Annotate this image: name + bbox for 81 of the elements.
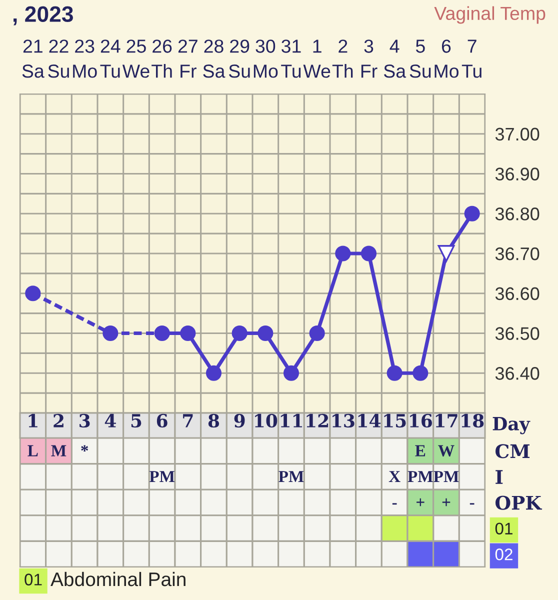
y-tick-label: 36.80 — [495, 208, 540, 220]
x-tick-label: 26 Th — [152, 40, 172, 78]
x-tick-label: 5 Su — [410, 40, 431, 78]
text: * — [81, 445, 88, 452]
text: - — [392, 503, 397, 505]
x-tick-label: 7 — [183, 414, 193, 428]
y-tick-label: 36.40 — [495, 367, 540, 380]
x-tick-label: 14 — [358, 414, 381, 428]
x-tick-label: 29 Su — [228, 40, 250, 78]
x-tick-label: 13 — [332, 414, 354, 428]
chart-title: , 2023 — [14, 6, 73, 26]
x-tick-label: 30 Mo — [254, 40, 278, 78]
text: PM — [149, 471, 175, 482]
x-tick-label: 22 Su — [48, 40, 69, 78]
text: 01 Abdominal Pain — [24, 572, 186, 586]
x-tick-label: 23 Mo — [73, 40, 97, 78]
x-tick-label: 8 — [208, 414, 220, 428]
x-tick-label: 17 — [436, 414, 458, 428]
x-tick-label: 11 — [280, 414, 302, 428]
x-tick-label: 3 — [80, 414, 90, 428]
point — [102, 325, 118, 342]
x-tick-label: 18 — [462, 414, 484, 428]
text: PM — [434, 471, 459, 482]
x-tick-label: 12 — [306, 414, 328, 428]
point — [438, 245, 455, 262]
point — [283, 365, 300, 381]
point — [154, 325, 170, 342]
y-tick-label: I — [496, 470, 503, 484]
x-tick-label: 4 Sa — [384, 40, 406, 78]
x-tick-label: 1 We — [303, 40, 330, 78]
text: - — [470, 503, 474, 505]
x-tick-label: 24 Tu — [100, 40, 120, 78]
y-tick-label: 36.50 — [495, 327, 540, 340]
x-tick-label: 15 — [384, 414, 406, 428]
point — [206, 365, 222, 381]
text: PM — [408, 471, 433, 482]
x-tick-label: 10 — [255, 414, 278, 428]
y-tick-label: 36.90 — [495, 168, 540, 180]
point — [464, 206, 480, 222]
x-tick-label: 4 — [104, 414, 116, 428]
point — [25, 286, 41, 302]
x-tick-label: 6 Mo — [434, 40, 458, 78]
x-tick-label: 2 — [54, 414, 64, 428]
text: W — [438, 445, 454, 456]
text: X — [388, 471, 400, 482]
point — [258, 325, 274, 342]
x-tick-label: 27 Fr — [178, 40, 198, 78]
x-tick-label: 6 — [156, 414, 168, 428]
text: + — [416, 498, 424, 506]
chart-subtitle: Vaginal Temp — [434, 6, 546, 24]
x-tick-label: 28 Sa — [203, 40, 226, 78]
text: E — [415, 445, 426, 456]
text: L — [28, 445, 38, 456]
y-tick-label: CM — [496, 444, 530, 458]
y-tick-label: 36.70 — [495, 247, 540, 260]
y-tick-label: 36.60 — [495, 287, 540, 300]
x-tick-label: 21 Sa — [22, 40, 44, 78]
x-tick-label: 5 — [131, 414, 142, 428]
x-axis-title: Day — [492, 417, 530, 434]
x-tick-label: 7 Tu — [462, 40, 482, 78]
text: PM — [278, 471, 304, 482]
point — [360, 246, 377, 262]
point — [232, 325, 248, 342]
x-tick-label: 2 Th — [332, 40, 353, 78]
point — [386, 365, 402, 381]
point — [335, 246, 351, 262]
point — [309, 325, 325, 342]
x-tick-label: 25 We — [122, 40, 150, 78]
text: + — [442, 498, 450, 506]
y-tick-label: 02 — [495, 548, 512, 560]
x-tick-label: 31 Tu — [281, 40, 301, 78]
x-tick-label: 9 — [234, 414, 245, 428]
y-tick-label: 01 — [495, 522, 512, 535]
x-tick-label: 1 — [28, 414, 38, 428]
text: M — [51, 445, 66, 456]
y-tick-label: 37.00 — [495, 128, 540, 141]
point — [412, 365, 428, 381]
x-tick-label: 3 Fr — [361, 40, 378, 78]
y-tick-label: OPK — [496, 496, 542, 510]
point — [180, 325, 196, 342]
x-tick-label: 16 — [410, 414, 432, 428]
